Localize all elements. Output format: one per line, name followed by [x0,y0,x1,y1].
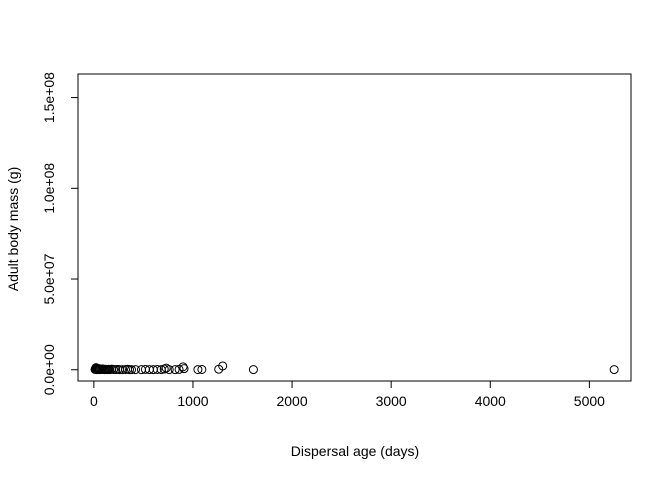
data-point [609,365,619,375]
data-point [130,365,140,375]
y-axis-label: Adult body mass (g) [5,167,21,292]
data-point [179,364,189,374]
data-point [193,365,203,375]
x-tick-label: 5000 [574,393,605,409]
x-axis: 0 1000 2000 3000 4000 5000 [90,380,605,409]
data-point [118,365,128,375]
x-tick-label: 3000 [376,393,407,409]
y-tick-label: 5.0e+07 [41,253,57,304]
x-tick-label: 4000 [475,393,506,409]
x-axis-label: Dispersal age (days) [291,443,419,459]
data-point [178,362,188,372]
data-points [90,361,619,375]
data-point [164,365,174,375]
x-tick-label: 1000 [177,393,208,409]
x-tick-label: 2000 [276,393,307,409]
data-point [218,361,228,371]
y-tick-label: 0.0e+00 [41,344,57,395]
data-point [248,365,258,375]
y-tick-label: 1.5e+08 [41,72,57,123]
y-tick-label: 1.0e+08 [41,163,57,214]
x-tick-label: 0 [90,393,98,409]
data-point [197,364,207,374]
data-point [152,364,162,374]
data-point [127,365,137,375]
y-axis: 0.0e+00 5.0e+07 1.0e+08 1.5e+08 [41,72,79,395]
data-point [170,365,180,375]
plot-box [77,73,632,382]
